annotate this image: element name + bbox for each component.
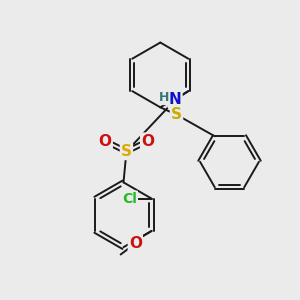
Text: S: S [121, 144, 132, 159]
Text: O: O [141, 134, 154, 149]
Text: S: S [171, 107, 182, 122]
Text: H: H [159, 91, 169, 104]
Text: Cl: Cl [122, 192, 137, 206]
Text: O: O [129, 236, 142, 251]
Text: N: N [169, 92, 182, 107]
Text: O: O [99, 134, 112, 149]
